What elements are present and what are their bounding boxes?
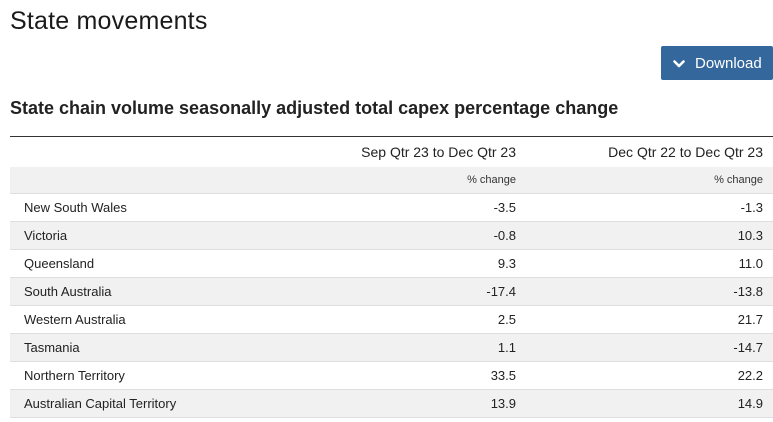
quarterly-change-cell: 2.5 [280,305,526,334]
state-cell: Western Australia [10,305,280,334]
table-row: Victoria -0.8 10.3 [10,221,773,250]
quarterly-change-cell: -0.8 [280,221,526,250]
annual-change-cell: 21.7 [526,305,773,334]
quarterly-change-cell: -17.4 [280,277,526,306]
table-header-row: Sep Qtr 23 to Dec Qtr 23 Dec Qtr 22 to D… [10,136,773,167]
unit-label-quarterly: % change [280,167,526,194]
quarterly-change-cell: -3.5 [280,193,526,222]
annual-change-cell: -1.3 [526,193,773,222]
download-button[interactable]: Download [661,46,773,80]
annual-change-cell: 11.0 [526,249,773,278]
quarterly-change-cell: 9.3 [280,249,526,278]
state-cell: Victoria [10,221,280,250]
column-header-annual: Dec Qtr 22 to Dec Qtr 23 [526,136,773,167]
capex-table: Sep Qtr 23 to Dec Qtr 23 Dec Qtr 22 to D… [10,136,773,418]
table-caption: State chain volume seasonally adjusted t… [10,98,619,118]
state-cell: Northern Territory [10,361,280,390]
table-row: Australian Capital Territory 13.9 14.9 [10,389,773,418]
table-row: South Australia -17.4 -13.8 [10,277,773,306]
table-row: Queensland 9.3 11.0 [10,249,773,278]
table-units-row: % change % change [10,167,773,194]
annual-change-cell: -14.7 [526,333,773,362]
column-header-state [10,136,280,167]
unit-label-annual: % change [526,167,773,194]
quarterly-change-cell: 1.1 [280,333,526,362]
quarterly-change-cell: 13.9 [280,389,526,418]
annual-change-cell: 22.2 [526,361,773,390]
chevron-down-icon [673,57,685,69]
table-row: Tasmania 1.1 -14.7 [10,333,773,362]
annual-change-cell: 14.9 [526,389,773,418]
download-button-label: Download [695,54,762,72]
state-cell: Australian Capital Territory [10,389,280,418]
table-row: New South Wales -3.5 -1.3 [10,193,773,222]
state-cell: Tasmania [10,333,280,362]
unit-label-state [10,167,280,194]
table-row: Western Australia 2.5 21.7 [10,305,773,334]
column-header-quarterly: Sep Qtr 23 to Dec Qtr 23 [280,136,526,167]
state-cell: New South Wales [10,193,280,222]
state-cell: South Australia [10,277,280,306]
table-row: Northern Territory 33.5 22.2 [10,361,773,390]
quarterly-change-cell: 33.5 [280,361,526,390]
annual-change-cell: 10.3 [526,221,773,250]
state-cell: Queensland [10,249,280,278]
page-title: State movements [10,7,208,35]
annual-change-cell: -13.8 [526,277,773,306]
